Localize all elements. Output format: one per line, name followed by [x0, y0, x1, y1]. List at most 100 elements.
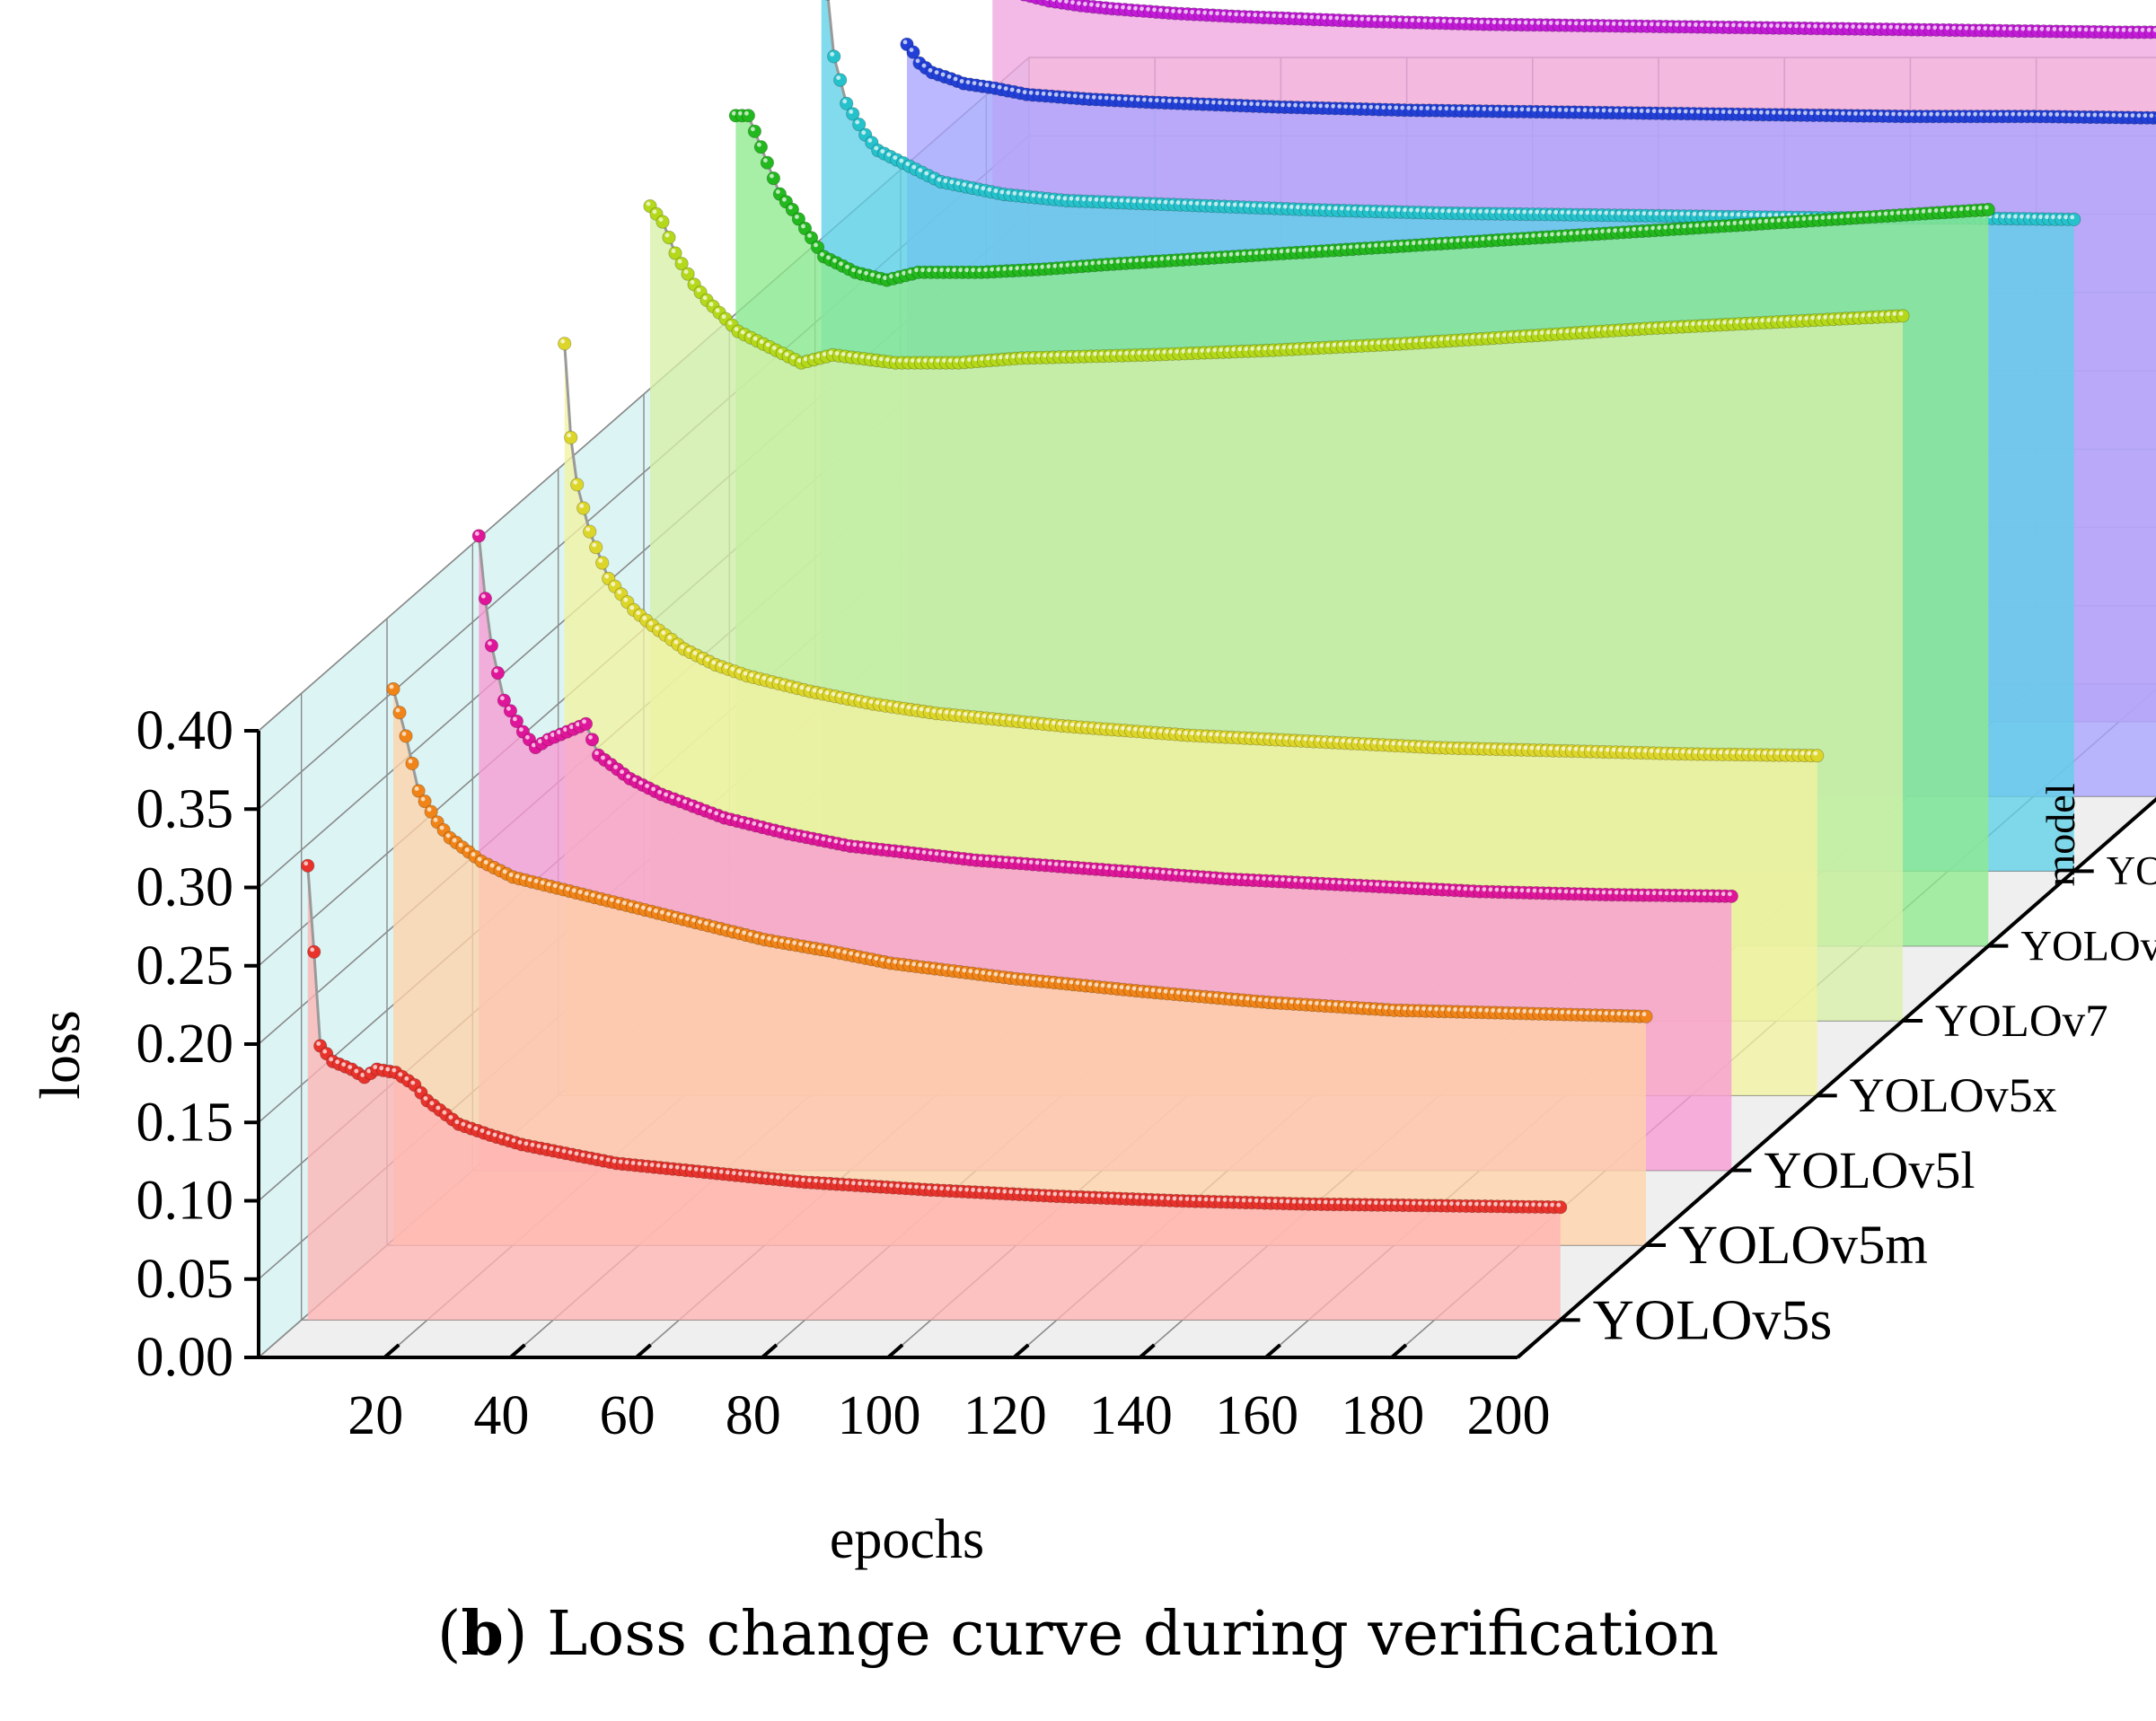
data-point-highlight [990, 83, 996, 89]
data-point-highlight [811, 944, 816, 949]
data-point-highlight [1236, 874, 1241, 880]
data-point-highlight [1547, 1009, 1553, 1014]
x-tick-label: 120 [964, 1385, 1047, 1446]
data-point-highlight [1062, 979, 1068, 984]
data-point-highlight [1371, 1005, 1376, 1009]
x-tick-label: 100 [838, 1385, 921, 1446]
data-point-highlight [1725, 22, 1729, 28]
data-point [386, 681, 400, 697]
data-point-highlight [1468, 1201, 1473, 1207]
data-point-highlight [826, 1179, 831, 1184]
data-point-highlight [610, 897, 614, 902]
data-point-highlight [1542, 21, 1547, 25]
data-point-highlight [1155, 869, 1159, 874]
data-point-highlight [1207, 201, 1212, 206]
z-tick-label: YOLOv7 [1935, 997, 2108, 1047]
data-point-highlight [1500, 107, 1506, 111]
data-point-highlight [706, 1168, 711, 1173]
data-point-highlight [1526, 888, 1531, 893]
data-point-highlight [1216, 1197, 1221, 1202]
data-point-highlight [1723, 212, 1729, 217]
data-point-highlight [1694, 750, 1698, 754]
data-point-highlight [662, 1163, 667, 1169]
data-point [399, 729, 413, 743]
data-point-highlight [1052, 263, 1058, 268]
data-point-highlight [1666, 322, 1670, 328]
y-tick-label: 0.40 [136, 700, 234, 761]
x-tick [509, 1343, 526, 1359]
data-point [405, 756, 419, 771]
data-point-highlight [1941, 111, 1947, 117]
data-point-highlight [1565, 329, 1570, 334]
data-point-highlight [796, 831, 801, 837]
y-tick-label: 0.20 [136, 1014, 234, 1075]
data-point-highlight [1518, 233, 1523, 239]
data-point-highlight [1077, 723, 1081, 727]
data-point-highlight [1109, 1193, 1114, 1199]
data-point-highlight [1209, 732, 1214, 737]
data-point-highlight [2077, 27, 2082, 32]
data-point-highlight [1182, 200, 1187, 206]
data-point-highlight [1823, 315, 1828, 320]
data-point-highlight [851, 268, 856, 273]
data-point-highlight [1708, 891, 1713, 896]
data-point-highlight [917, 358, 921, 363]
data-point-highlight [1595, 108, 1600, 113]
data-point-highlight [1072, 863, 1078, 868]
data-point-highlight [1551, 889, 1556, 894]
data-point-highlight [1097, 865, 1103, 870]
data-point-highlight [1410, 742, 1415, 747]
data-point-highlight [1668, 22, 1673, 27]
data-point-highlight [1454, 19, 1459, 24]
data-point-highlight [1102, 724, 1106, 730]
data-point-highlight [1258, 997, 1263, 1002]
data-point-highlight [1440, 208, 1446, 214]
data-point-highlight [1492, 20, 1497, 25]
data-point-highlight [1177, 730, 1183, 735]
data-point-highlight [1658, 891, 1663, 896]
data-point-highlight [1504, 745, 1509, 750]
data-point-highlight [795, 1177, 799, 1181]
data-point-highlight [1211, 100, 1216, 105]
data-point-highlight [1610, 210, 1615, 215]
data-point-highlight [1399, 1200, 1404, 1206]
data-point-highlight [1560, 1010, 1565, 1014]
data-point-highlight [1582, 890, 1588, 894]
data-point-highlight [423, 1096, 428, 1101]
data-point-highlight [1083, 723, 1087, 728]
data-point-highlight [1026, 718, 1031, 723]
data-point-highlight [1215, 732, 1220, 737]
data-point-highlight [1224, 101, 1228, 105]
data-point [766, 171, 781, 186]
data-point-highlight [1188, 200, 1193, 206]
data-point-highlight [569, 724, 574, 730]
data-point-highlight [1022, 90, 1027, 95]
data-point-highlight [847, 353, 852, 357]
data-point-highlight [1016, 858, 1021, 864]
data-point-highlight [1775, 23, 1780, 29]
data-point-highlight [620, 769, 624, 775]
data-point-highlight [1232, 202, 1237, 207]
data-point-highlight [1219, 994, 1225, 999]
data-point-highlight [1377, 206, 1382, 212]
data-point-highlight [718, 1169, 724, 1174]
data-point-highlight [1522, 209, 1527, 215]
data-point-highlight [1635, 1012, 1641, 1016]
data-point-highlight [304, 861, 309, 866]
data-point-highlight [638, 780, 643, 786]
data-point-highlight [729, 927, 734, 932]
data-point-highlight [715, 308, 720, 313]
data-point-highlight [559, 885, 564, 890]
data-point-highlight [1651, 891, 1657, 896]
data-point-highlight [1403, 1005, 1407, 1011]
data-point-highlight [1213, 993, 1219, 998]
data-point-highlight [1998, 111, 2003, 117]
data-point-highlight [959, 854, 964, 859]
data-point-highlight [1130, 867, 1134, 873]
data-point-highlight [1244, 347, 1249, 352]
data-point-highlight [1324, 879, 1330, 884]
data-point-highlight [1059, 263, 1064, 268]
data-point-highlight [1265, 13, 1271, 18]
data-point-highlight [950, 710, 955, 716]
data-point-highlight [1190, 10, 1195, 14]
